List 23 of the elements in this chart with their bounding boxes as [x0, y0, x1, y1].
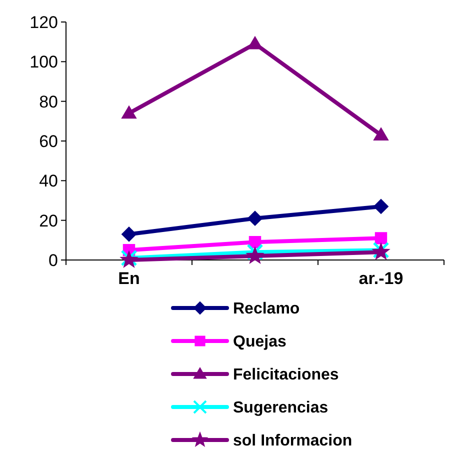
legend-label: sol Informacion: [233, 432, 352, 450]
y-tick-label: 60: [39, 132, 58, 151]
y-tick-label: 80: [39, 92, 58, 112]
point: [122, 226, 136, 242]
x-tick-label: ar.-19: [358, 269, 404, 288]
point: [246, 244, 264, 260]
point: [374, 128, 388, 140]
point: [246, 247, 264, 264]
point: [248, 210, 262, 226]
y-tick-label: 40: [39, 172, 58, 191]
y-tick-label: 0: [48, 250, 58, 270]
y-tick-label: 20: [39, 211, 58, 230]
legend-label: Sugerencias: [233, 400, 328, 417]
point: [122, 106, 136, 119]
legend-label: Reclamo: [233, 300, 300, 318]
x-tick-label: En: [118, 269, 140, 288]
y-tick-label: 100: [30, 52, 58, 72]
y-tick-label: 120: [30, 12, 58, 32]
point: [374, 198, 388, 214]
point: [374, 232, 388, 244]
legend-label: Felicitaciones: [233, 366, 339, 384]
point: [248, 36, 262, 50]
legend-label: Quejas: [233, 334, 286, 351]
